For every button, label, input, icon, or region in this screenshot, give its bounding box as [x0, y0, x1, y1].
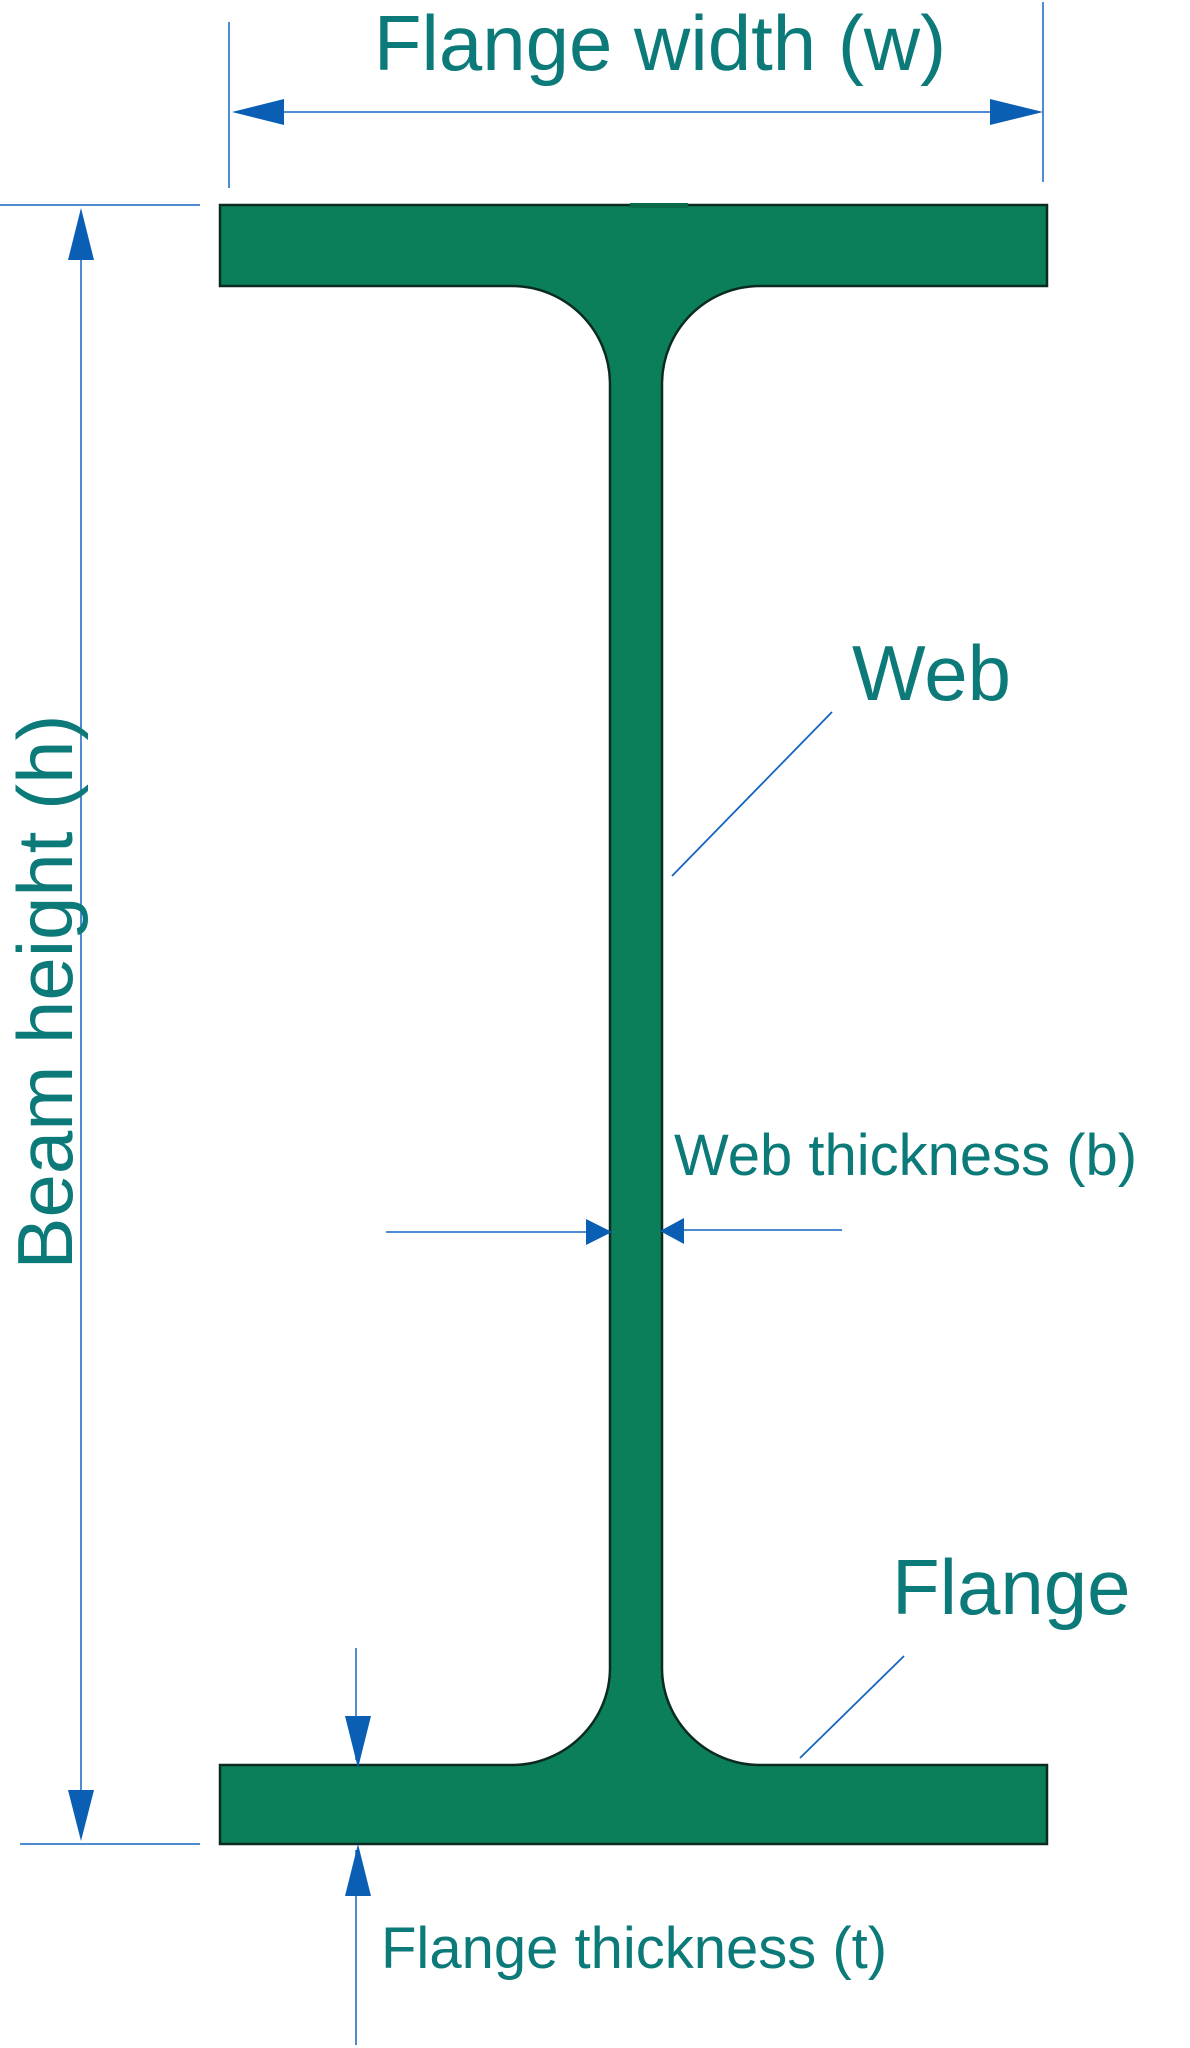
flange-width-arrow-right	[990, 99, 1043, 125]
beam-height-arrow-bottom	[68, 1790, 94, 1841]
flange-thickness-arrow-top	[345, 1716, 371, 1768]
web-label: Web	[852, 629, 1011, 717]
i-beam-section	[218, 203, 1049, 1846]
web-thickness-arrow-right	[660, 1218, 684, 1244]
web-leader-line	[671, 711, 833, 877]
flange-thickness-arrow-bottom	[345, 1844, 371, 1896]
flange-leader-line	[799, 1655, 905, 1759]
web-top-seam	[630, 203, 688, 208]
flange-width-label: Flange width (w)	[374, 0, 946, 87]
web-thickness-label: Web thickness (b)	[674, 1123, 1137, 1188]
flange-width-arrow-left	[232, 99, 284, 125]
flange-label: Flange	[892, 1543, 1131, 1631]
web-thickness-arrow-left	[586, 1219, 612, 1245]
beam-height-label: Beam height (h)	[1, 715, 89, 1270]
flange-thickness-label: Flange thickness (t)	[381, 1916, 887, 1981]
beam-height-arrow-top	[68, 208, 94, 260]
